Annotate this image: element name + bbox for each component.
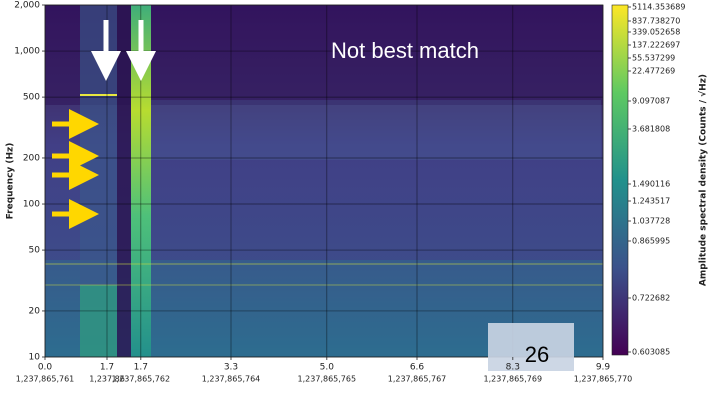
colorbar-tick-label: 22.477269 bbox=[632, 67, 675, 76]
colorbar-tick-label: 0.603085 bbox=[632, 348, 670, 357]
x-tick-sublabel: 1,237,865,769 bbox=[484, 375, 543, 384]
colorbar-tick-label: 9.097087 bbox=[632, 97, 670, 106]
spectrogram bbox=[45, 5, 603, 357]
colorbar-tick-label: 1.037728 bbox=[632, 217, 670, 226]
y-tick-label: 20 bbox=[29, 306, 41, 316]
y-tick-label: 50 bbox=[29, 246, 41, 256]
x-tick-label: 6.6 bbox=[410, 363, 425, 373]
colorbar-tick-label: 0.722682 bbox=[632, 294, 670, 303]
annotation: Not best match bbox=[331, 38, 479, 63]
arrows bbox=[52, 20, 156, 229]
x-tick-label: 1.7 bbox=[134, 363, 148, 373]
colorbar-label: Amplitude spectral density (Counts / √Hz… bbox=[698, 74, 709, 286]
y-tick-label: 2,000 bbox=[14, 1, 40, 11]
colorbar-tick-label: 55.537299 bbox=[632, 54, 675, 63]
y-tick-label: 1,000 bbox=[14, 47, 40, 57]
x-tick-sublabel: 1,237,865,770 bbox=[574, 375, 633, 384]
colorbar-tick-label: 837.738270 bbox=[632, 17, 680, 26]
x-tick-sublabel: 1,237,865,762 bbox=[112, 375, 171, 384]
colorbar-tick-label: 5114.353689 bbox=[632, 3, 685, 12]
y-tick-label: 500 bbox=[23, 93, 40, 103]
colorbar-tick-label: 3.681808 bbox=[632, 125, 670, 134]
y-tick-label: 200 bbox=[23, 153, 40, 163]
colorbar-tick-label: 137.222697 bbox=[632, 41, 680, 50]
x-tick-label: 1.7 bbox=[100, 363, 114, 373]
x-tick-sublabel: 1,237,865,764 bbox=[202, 375, 261, 384]
x-tick-label: 3.3 bbox=[224, 363, 238, 373]
slide-number-box bbox=[488, 323, 574, 371]
x-tick-sublabel: 1,237,865,761 bbox=[16, 375, 75, 384]
x-tick-label: 9.9 bbox=[596, 363, 611, 373]
x-tick-sublabel: 1,237,865,767 bbox=[388, 375, 447, 384]
x-tick-sublabel: 1,237,86 bbox=[89, 375, 125, 384]
y-tick-label: 100 bbox=[23, 200, 40, 210]
colorbar-tick-label: 1.243517 bbox=[632, 197, 670, 206]
y-axis-label: Frequency (Hz) bbox=[6, 143, 16, 220]
colorbar-tick-label: 0.865995 bbox=[632, 237, 670, 246]
colorbar bbox=[611, 4, 629, 356]
plot-frame bbox=[44, 4, 604, 358]
slide-number: 26 bbox=[525, 342, 549, 367]
y-tick-label: 10 bbox=[29, 353, 41, 363]
x-tick-sublabel: 1,237,865,765 bbox=[298, 375, 357, 384]
x-tick-label: 0.0 bbox=[38, 363, 53, 373]
x-tick-label: 8.3 bbox=[506, 363, 520, 373]
x-tick-label: 5.0 bbox=[320, 363, 335, 373]
colorbar-tick-label: 1.490116 bbox=[632, 180, 670, 189]
colorbar-tick-label: 339.052658 bbox=[632, 28, 680, 37]
